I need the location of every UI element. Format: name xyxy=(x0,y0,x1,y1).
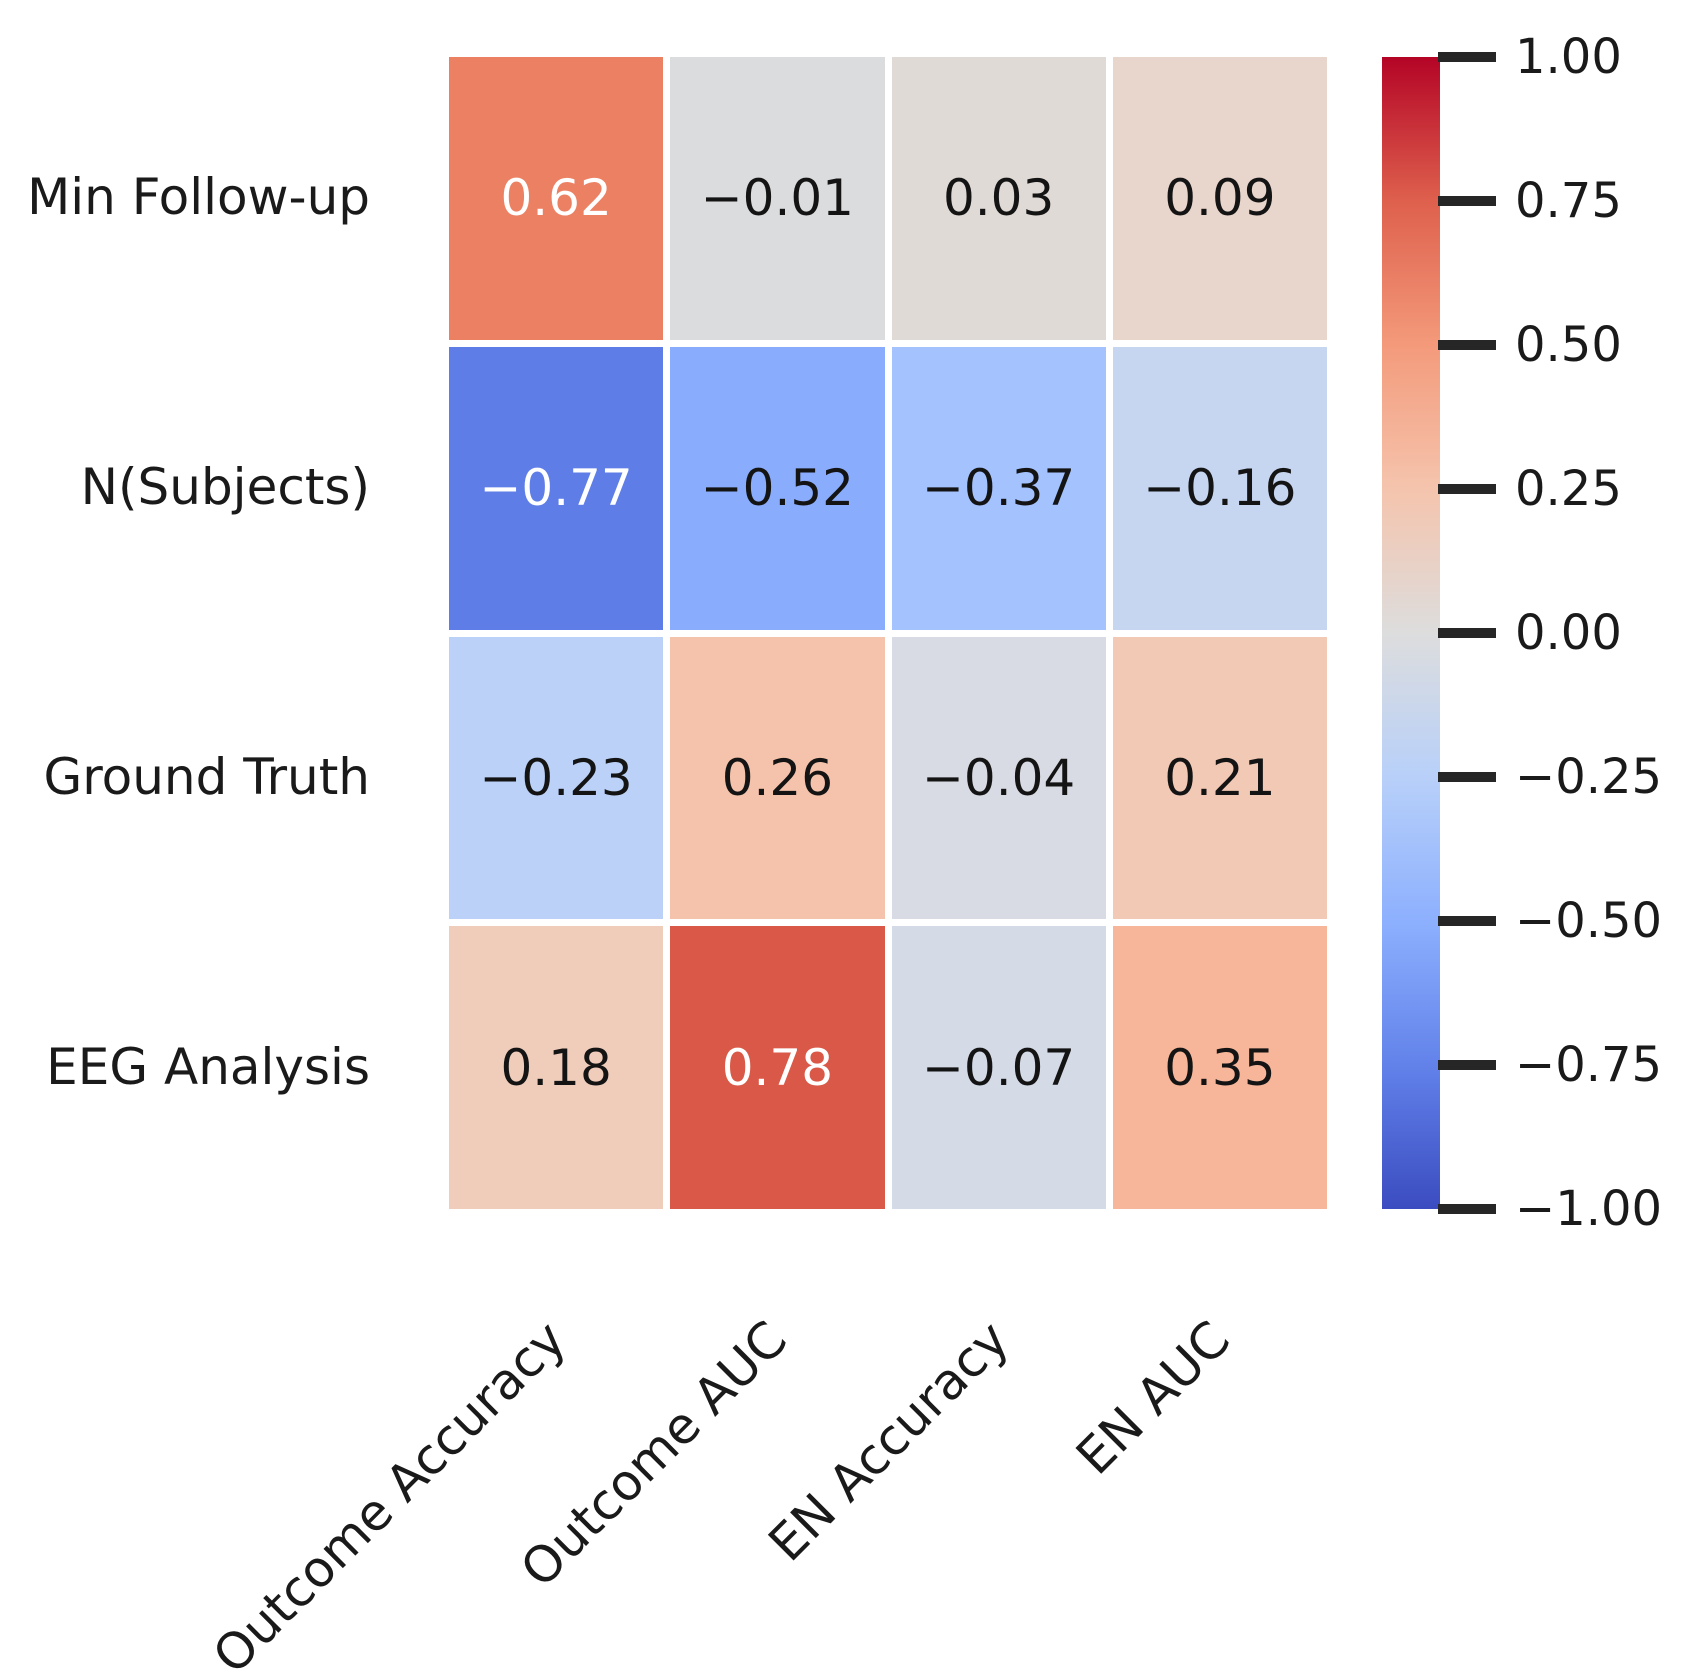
cell-value: −0.04 xyxy=(922,748,1076,807)
colorbar-tick-mark xyxy=(1438,340,1496,350)
cell-value: 0.35 xyxy=(1164,1038,1276,1097)
colorbar-tick-label: −0.50 xyxy=(1515,893,1663,949)
cell-value: 0.09 xyxy=(1164,169,1276,228)
colorbar-tick-mark xyxy=(1438,772,1496,782)
y-tick-label: N(Subjects) xyxy=(80,457,370,516)
colorbar-tick-label: 0.25 xyxy=(1515,461,1622,517)
cell-value: 0.03 xyxy=(942,169,1055,228)
cell-value: 0.21 xyxy=(1164,748,1276,807)
colorbar-tick-label: −0.75 xyxy=(1515,1037,1663,1093)
colorbar-tick-mark xyxy=(1438,1204,1496,1214)
cell-value: 0.62 xyxy=(500,169,612,228)
colorbar-tick-label: 0.50 xyxy=(1515,317,1622,373)
heatmap-cell: 0.21 xyxy=(1112,636,1327,920)
colorbar-tick-mark xyxy=(1438,52,1496,62)
heatmap-cell: −0.16 xyxy=(1112,346,1327,630)
heatmap-grid: 0.62 −0.01 0.03 0.09 −0.77 −0.52 −0.37 −0.16 −0.… xyxy=(449,57,1327,1209)
colorbar-tick-label: 0.00 xyxy=(1515,605,1622,661)
cell-value: 0.78 xyxy=(721,1038,834,1097)
cell-value: −0.37 xyxy=(922,459,1076,518)
heatmap-cell: −0.23 xyxy=(449,636,664,920)
colorbar-tick-label: 0.75 xyxy=(1515,173,1622,229)
colorbar-tick-mark xyxy=(1438,916,1496,926)
cell-value: −0.77 xyxy=(479,459,633,518)
y-tick-label: Ground Truth xyxy=(43,747,370,806)
heatmap-cell: −0.07 xyxy=(891,926,1106,1209)
colorbar xyxy=(1382,57,1440,1209)
y-tick-label: EEG Analysis xyxy=(46,1037,370,1096)
heatmap-cell: 0.18 xyxy=(449,926,664,1209)
heatmap-cell: −0.37 xyxy=(891,346,1106,630)
heatmap-cell: −0.04 xyxy=(891,636,1106,920)
colorbar-tick-mark xyxy=(1438,628,1496,638)
cell-value: −0.52 xyxy=(700,459,854,518)
colorbar-tick-label: −1.00 xyxy=(1515,1181,1663,1237)
heatmap-cell: 0.35 xyxy=(1112,926,1327,1209)
heatmap-cell: 0.26 xyxy=(670,636,885,920)
heatmap-cell: 0.62 xyxy=(449,57,664,340)
cell-value: −0.23 xyxy=(479,748,633,807)
colorbar-tick-label: −0.25 xyxy=(1515,749,1663,805)
cell-value: 0.18 xyxy=(500,1038,612,1097)
cell-value: 0.26 xyxy=(721,748,834,807)
colorbar-tick-label: 1.00 xyxy=(1515,29,1622,85)
colorbar-tick-mark xyxy=(1438,196,1496,206)
y-tick-label: Min Follow-up xyxy=(27,168,370,227)
heatmap-cell: 0.09 xyxy=(1112,57,1327,340)
cell-value: −0.07 xyxy=(922,1038,1076,1097)
heatmap-cell: −0.52 xyxy=(670,346,885,630)
heatmap-cell: −0.77 xyxy=(449,346,664,630)
heatmap-cell: −0.01 xyxy=(670,57,885,340)
heatmap-cell: 0.03 xyxy=(891,57,1106,340)
cell-value: −0.16 xyxy=(1143,459,1297,518)
heatmap-cell: 0.78 xyxy=(670,926,885,1209)
colorbar-tick-mark xyxy=(1438,484,1496,494)
colorbar-tick-mark xyxy=(1438,1060,1496,1070)
cell-value: −0.01 xyxy=(700,169,854,228)
